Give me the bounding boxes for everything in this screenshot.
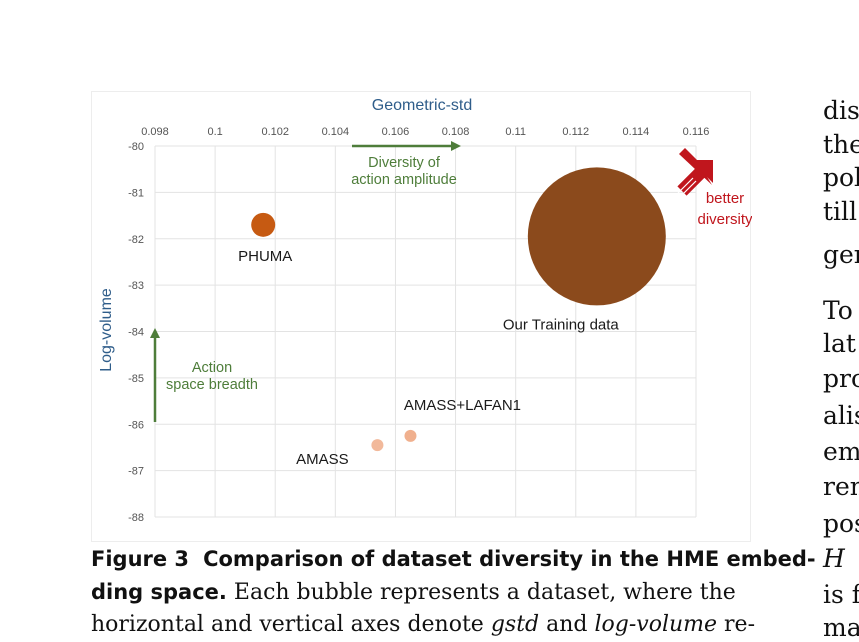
- better-arrow-stripe: [680, 180, 697, 197]
- side-text-line: the: [823, 130, 859, 159]
- y-tick-label: -80: [128, 141, 144, 153]
- x-tick-label: 0.114: [623, 126, 650, 138]
- bubble-label: PHUMA: [238, 248, 292, 265]
- x-tick-label: 0.098: [141, 126, 169, 138]
- x-tick-label: 0.112: [562, 126, 589, 138]
- y-axis-label: Log-volume: [98, 288, 115, 372]
- better-arrow-shaft: [677, 165, 708, 196]
- y-tick-label: -82: [128, 234, 144, 246]
- bubble-chart: 0.098 0.1 0.102 0.104 0.106 0.108 0.11 0.112 0.1…: [98, 97, 752, 524]
- y-tick-label: -87: [128, 466, 144, 478]
- side-text-line: ren: [823, 472, 859, 501]
- bubble-labels: PHUMA Our Training data AMASS+LAFAN1 AMASS: [238, 248, 619, 468]
- x-tick-label: 0.1: [207, 126, 222, 138]
- figure-caption-line-1: Figure 3 Comparison of dataset diversity…: [91, 547, 816, 572]
- bubble-label: Our Training data: [503, 316, 620, 333]
- better-arrow-stripe: [677, 177, 694, 194]
- chart-title: Geometric-std: [372, 97, 472, 114]
- side-text-line: is f: [823, 580, 859, 609]
- x-tick-label: 0.102: [261, 126, 289, 138]
- side-text-line: lat: [823, 329, 856, 358]
- caption-log-volume: log-volume: [594, 612, 718, 637]
- x-arrow-label: action amplitude: [351, 172, 457, 188]
- side-text-line: To: [823, 296, 853, 325]
- y-arrow-label: Action: [192, 360, 232, 376]
- side-text-line: em: [823, 437, 859, 466]
- bubble-label: AMASS+LAFAN1: [404, 397, 521, 414]
- figure-label: Figure 3: [91, 547, 190, 571]
- figure-caption-line-3: horizontal and vertical axes denote gstd…: [91, 612, 781, 637]
- x-tick-label: 0.116: [683, 126, 710, 138]
- y-tick-label: -86: [128, 419, 144, 431]
- y-arrow-head: [150, 328, 160, 338]
- side-text-line: till: [823, 197, 858, 226]
- caption-title-2: ding space.: [91, 580, 227, 604]
- caption-title-1: Comparison of dataset diversity in the H…: [203, 547, 816, 571]
- x-tick-label: 0.108: [442, 126, 470, 138]
- y-tick-label: -85: [128, 373, 144, 385]
- caption-text-3a: horizontal and vertical axes denote: [91, 612, 491, 637]
- better-diversity-label: better: [706, 190, 744, 207]
- figure-caption-line-2: ding space. Each bubble represents a dat…: [91, 580, 781, 605]
- side-text-line: alis: [823, 401, 859, 430]
- side-text-line: pos: [823, 509, 859, 538]
- x-arrow-label: Diversity of: [368, 155, 441, 171]
- x-tick-label: 0.104: [322, 126, 350, 138]
- caption-text-2: Each bubble represents a dataset, where …: [226, 580, 736, 605]
- side-text-line: pol: [823, 163, 859, 192]
- y-arrow-label: space breadth: [166, 377, 258, 393]
- bubble-label: AMASS: [296, 451, 349, 468]
- y-tick-label: -81: [128, 187, 144, 199]
- x-tick-label: 0.106: [382, 126, 410, 138]
- side-text-line: ma: [823, 613, 859, 642]
- bubble-phuma: [251, 212, 276, 237]
- bubble-amass-lafan1: [404, 429, 417, 442]
- caption-text-3b: and: [539, 612, 595, 637]
- side-text-line: dis: [823, 96, 859, 125]
- caption-text-3c: re-: [717, 612, 756, 637]
- better-arrow-head: [690, 160, 713, 183]
- y-tick-label: -83: [128, 280, 144, 292]
- caption-gstd: gstd: [490, 612, 540, 637]
- y-tick-label: -84: [128, 327, 144, 339]
- bubble-our-training-data: [527, 167, 666, 306]
- bubble-amass: [371, 439, 384, 452]
- figure-frame: 0.098 0.1 0.102 0.104 0.106 0.108 0.11 0.112 0.1…: [91, 91, 752, 542]
- side-text-line: H: [823, 544, 845, 573]
- y-tick-label: -88: [128, 512, 144, 524]
- side-text-line: gen: [823, 240, 859, 269]
- x-arrow-head: [451, 141, 461, 151]
- tick-labels: 0.098 0.1 0.102 0.104 0.106 0.108 0.11 0.112 0.1…: [128, 126, 709, 524]
- x-tick-label: 0.11: [505, 126, 526, 138]
- side-text-line: pro: [823, 364, 859, 393]
- bubbles: [251, 167, 666, 452]
- better-diversity-label: diversity: [697, 211, 752, 228]
